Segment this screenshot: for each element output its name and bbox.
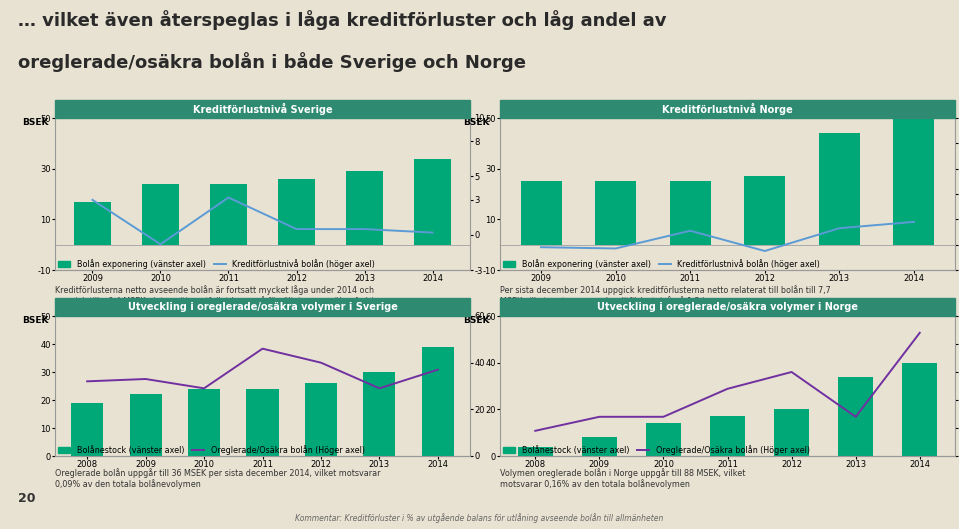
Bar	[188, 389, 221, 456]
Text: Kreditförlustnivå Norge: Kreditförlustnivå Norge	[662, 103, 793, 115]
Bar	[414, 159, 452, 245]
Legend: Bolån exponering (vänster axel), Kreditförlustnivå bolån (höger axel): Bolån exponering (vänster axel), Kreditf…	[500, 256, 824, 272]
Bar	[71, 403, 104, 456]
Bar	[669, 181, 711, 245]
Bar	[305, 383, 337, 456]
Bar	[819, 133, 860, 245]
Bar	[645, 423, 681, 456]
Text: BSEK: BSEK	[22, 118, 48, 127]
Text: BSEK: BSEK	[463, 118, 490, 127]
Bar	[710, 416, 745, 456]
Text: MSEK: MSEK	[511, 316, 540, 325]
Text: Oreglerade bolån uppgår till 36 MSEK per sista december 2014, vilket motsvarar: Oreglerade bolån uppgår till 36 MSEK per…	[55, 468, 381, 478]
Bar	[210, 184, 247, 245]
Text: Utveckling i oreglerade/osäkra volymer i Sverige: Utveckling i oreglerade/osäkra volymer i…	[128, 302, 397, 312]
Bar	[129, 395, 162, 456]
Text: uppgick till +0,4 MSEK, det positiva utfallet beror på försäljning av osäkra fod: uppgick till +0,4 MSEK, det positiva utf…	[55, 296, 392, 306]
Text: … vilket även återspeglas i låga kreditförluster och låg andel av: … vilket även återspeglas i låga kreditf…	[18, 10, 667, 30]
Legend: Bolånestock (vänster axel), Oreglerade/Osäkra bolån (Höger axel): Bolånestock (vänster axel), Oreglerade/O…	[500, 442, 813, 458]
Bar	[744, 176, 785, 245]
Text: Kommentar: Kreditförluster i % av utgående balans för utlåning avseende bolån ti: Kommentar: Kreditförluster i % av utgåen…	[295, 513, 664, 523]
Bar	[596, 181, 636, 245]
Text: BSEK: BSEK	[463, 316, 490, 325]
Bar	[521, 181, 562, 245]
Text: Per sista december 2014 uppgick kreditförlusterna netto relaterat till bolån til: Per sista december 2014 uppgick kreditfö…	[500, 285, 830, 295]
Bar	[74, 202, 111, 245]
Text: 0,09% av den totala bolånevolymen: 0,09% av den totala bolånevolymen	[55, 479, 200, 489]
Text: MSEK vilket motsvarar en kreditförlustnivå på 1,5 bps: MSEK vilket motsvarar en kreditförlustni…	[500, 296, 716, 306]
Bar	[894, 118, 934, 245]
Bar	[902, 363, 937, 456]
Legend: Bolån exponering (vänster axel), Kreditförlustnivå bolån (höger axel): Bolån exponering (vänster axel), Kreditf…	[55, 256, 379, 272]
Bar	[774, 409, 809, 456]
Bar	[346, 171, 384, 245]
Legend: Bolånestock (vänster axel), Oreglerade/Osäkra bolån (Höger axel): Bolånestock (vänster axel), Oreglerade/O…	[55, 442, 368, 458]
Bar	[422, 347, 454, 456]
Text: 20: 20	[18, 492, 35, 505]
Text: Volymen oreglerade bolån i Norge uppgår till 88 MSEK, vilket: Volymen oreglerade bolån i Norge uppgår …	[500, 468, 745, 478]
Bar	[518, 446, 553, 456]
Text: Kreditförlustnivå Sverige: Kreditförlustnivå Sverige	[193, 103, 333, 115]
Bar	[363, 372, 395, 456]
Bar	[246, 389, 278, 456]
Text: Bps: Bps	[511, 118, 530, 127]
Text: oreglerade/osäkra bolån i både Sverige och Norge: oreglerade/osäkra bolån i både Sverige o…	[18, 52, 526, 72]
Text: motsvarar 0,16% av den totala bolånevolymen: motsvarar 0,16% av den totala bolånevoly…	[500, 479, 690, 489]
Text: Kreditförlusterna netto avseende bolån är fortsatt mycket låga under 2014 och: Kreditförlusterna netto avseende bolån ä…	[55, 285, 374, 295]
Bar	[278, 179, 316, 245]
Text: BSEK: BSEK	[22, 316, 48, 325]
Bar	[142, 184, 179, 245]
Bar	[838, 377, 874, 456]
Bar	[582, 437, 617, 456]
Text: Utveckling i oreglerade/osäkra volymer i Norge: Utveckling i oreglerade/osäkra volymer i…	[597, 302, 858, 312]
